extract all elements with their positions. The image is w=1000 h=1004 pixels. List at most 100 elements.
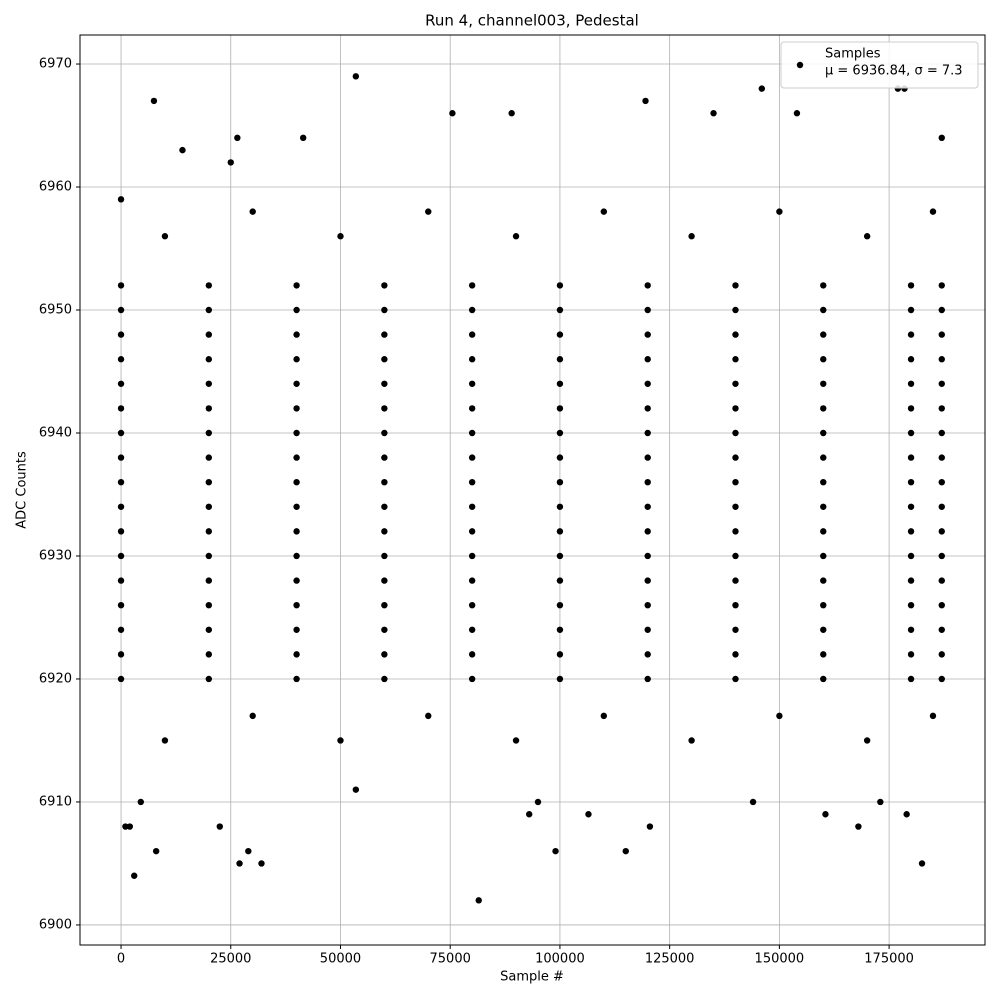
- point: [468, 552, 476, 560]
- point: [381, 454, 388, 461]
- point: [820, 405, 827, 412]
- point: [820, 552, 827, 560]
- point: [205, 601, 213, 609]
- point: [117, 405, 125, 412]
- point: [216, 823, 223, 830]
- point: [258, 860, 265, 867]
- point: [907, 503, 915, 510]
- point: [929, 208, 937, 215]
- point: [938, 405, 945, 412]
- point: [938, 503, 945, 510]
- legend-marker: [796, 61, 804, 69]
- point: [293, 405, 300, 412]
- point: [293, 306, 300, 314]
- point: [820, 601, 827, 609]
- point: [820, 503, 827, 510]
- point: [938, 626, 945, 633]
- point: [820, 528, 827, 535]
- point: [508, 110, 515, 117]
- point: [644, 651, 651, 658]
- point: [556, 331, 564, 338]
- point: [938, 577, 945, 584]
- point: [337, 737, 344, 744]
- point: [293, 528, 300, 535]
- point: [863, 737, 871, 744]
- point: [122, 823, 129, 830]
- point: [131, 872, 138, 879]
- point: [556, 528, 564, 535]
- point: [117, 196, 125, 203]
- point: [205, 675, 213, 683]
- point: [468, 626, 476, 633]
- point: [117, 528, 125, 535]
- x-tick-label: 150000: [755, 952, 805, 967]
- point: [820, 306, 827, 314]
- point: [468, 331, 476, 338]
- point: [688, 737, 695, 744]
- x-tick-label: 100000: [535, 952, 585, 967]
- x-tick-label: 25000: [210, 952, 251, 967]
- y-tick-label: 6940: [39, 425, 72, 440]
- point: [907, 429, 915, 437]
- point: [117, 675, 125, 683]
- x-tick-label: 50000: [320, 952, 361, 967]
- point: [938, 306, 945, 314]
- point: [732, 405, 739, 412]
- point: [512, 233, 520, 240]
- point: [179, 146, 186, 154]
- point: [644, 356, 651, 363]
- point: [381, 478, 388, 486]
- point: [732, 356, 739, 363]
- x-tick-label: 75000: [430, 952, 471, 967]
- point: [293, 331, 300, 338]
- point: [556, 626, 564, 633]
- point: [293, 356, 300, 363]
- point: [205, 528, 213, 535]
- point: [468, 306, 476, 314]
- point: [938, 454, 945, 461]
- point: [117, 478, 125, 486]
- point: [117, 651, 125, 658]
- point: [556, 356, 564, 363]
- point: [468, 405, 476, 412]
- point: [293, 651, 300, 658]
- point: [820, 331, 827, 338]
- point: [556, 651, 564, 658]
- point: [732, 528, 739, 535]
- point: [236, 860, 243, 867]
- point: [907, 577, 915, 584]
- point: [644, 282, 651, 289]
- point: [938, 478, 945, 486]
- point: [293, 577, 300, 584]
- legend-box: [780, 41, 979, 89]
- point: [938, 331, 945, 338]
- point: [732, 331, 739, 338]
- point: [556, 675, 564, 683]
- point: [907, 478, 915, 486]
- point: [938, 282, 945, 289]
- point: [732, 306, 739, 314]
- point: [938, 552, 945, 560]
- point: [205, 577, 213, 584]
- point: [644, 454, 651, 461]
- point: [556, 478, 564, 486]
- point: [776, 208, 783, 215]
- point: [600, 208, 608, 215]
- point: [117, 601, 125, 609]
- point: [468, 503, 476, 510]
- y-tick-label: 6950: [39, 303, 72, 318]
- y-tick-label: 6960: [39, 180, 72, 195]
- y-tick-label: 6910: [39, 794, 72, 809]
- point: [644, 331, 651, 338]
- point: [468, 577, 476, 584]
- point: [117, 306, 125, 314]
- point: [152, 847, 160, 855]
- point: [644, 503, 651, 510]
- point: [205, 626, 213, 633]
- point: [644, 675, 651, 683]
- point: [381, 651, 388, 658]
- y-tick-label: 6920: [39, 671, 72, 686]
- point: [907, 282, 915, 289]
